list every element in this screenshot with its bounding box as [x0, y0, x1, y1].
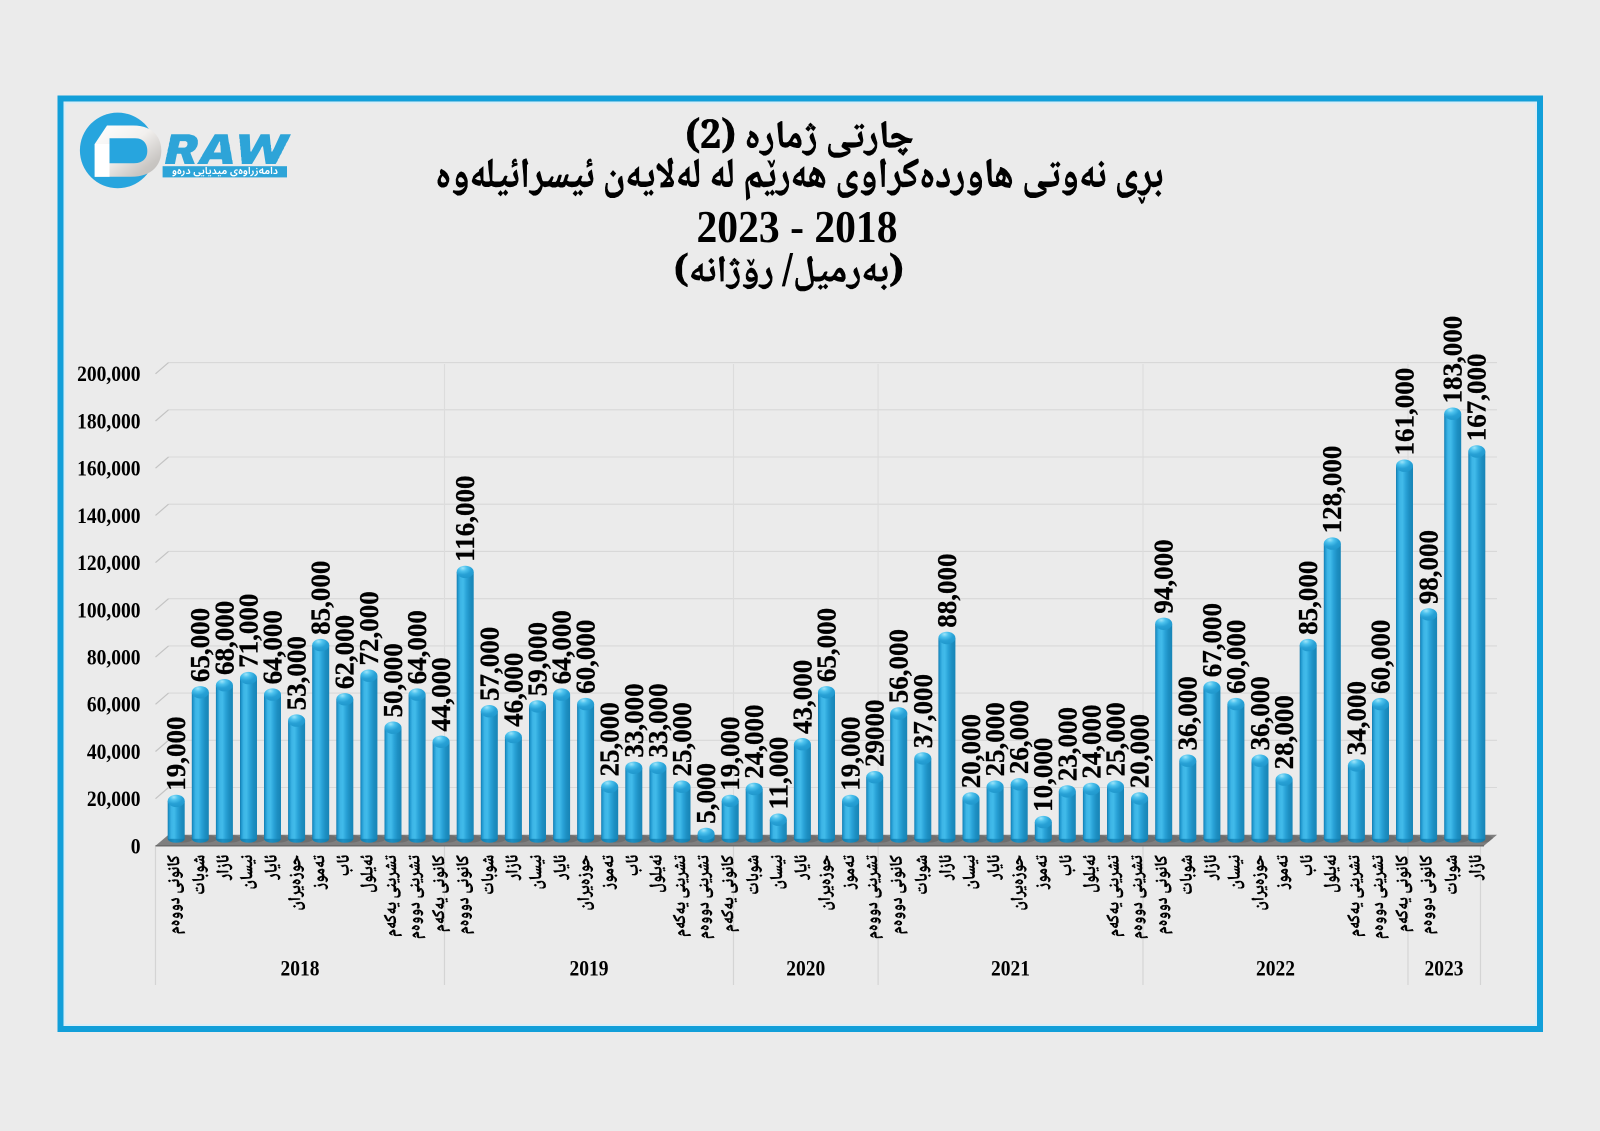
svg-text:25,000: 25,000	[980, 702, 1010, 776]
svg-text:64,000: 64,000	[547, 610, 577, 684]
svg-text:53,000: 53,000	[282, 636, 312, 710]
svg-text:19,000: 19,000	[161, 716, 191, 790]
svg-text:25,000: 25,000	[1101, 702, 1131, 776]
svg-text:183,000: 183,000	[1438, 316, 1468, 404]
svg-text:33,000: 33,000	[643, 683, 673, 757]
svg-text:65,000: 65,000	[811, 608, 841, 682]
svg-text:10,000: 10,000	[1028, 738, 1058, 812]
svg-text:140,000: 140,000	[77, 503, 140, 528]
svg-text:64,000: 64,000	[258, 610, 288, 684]
svg-text:44,000: 44,000	[426, 657, 456, 731]
svg-text:128,000: 128,000	[1317, 446, 1347, 534]
svg-text:160,000: 160,000	[77, 456, 140, 481]
svg-text:20,000: 20,000	[956, 714, 986, 788]
svg-text:120,000: 120,000	[77, 550, 140, 575]
svg-text:0: 0	[131, 833, 141, 858]
svg-text:46,000: 46,000	[498, 653, 528, 727]
svg-text:94,000: 94,000	[1149, 539, 1179, 613]
svg-text:25,000: 25,000	[667, 702, 697, 776]
svg-text:40,000: 40,000	[87, 739, 141, 764]
svg-text:60,000: 60,000	[1365, 620, 1395, 694]
svg-text:161,000: 161,000	[1390, 368, 1420, 456]
svg-text:72,000: 72,000	[354, 591, 384, 665]
svg-text:2023: 2023	[1425, 956, 1464, 981]
svg-text:85,000: 85,000	[306, 561, 336, 635]
svg-text:43,000: 43,000	[787, 660, 817, 734]
svg-text:34,000: 34,000	[1341, 681, 1371, 755]
svg-text:11,000: 11,000	[763, 737, 793, 810]
svg-text:2021: 2021	[991, 956, 1030, 981]
svg-text:57,000: 57,000	[474, 627, 504, 701]
svg-text:98,000: 98,000	[1414, 530, 1444, 604]
svg-text:80,000: 80,000	[87, 645, 141, 670]
svg-text:5,000: 5,000	[691, 763, 721, 824]
svg-text:25,000: 25,000	[595, 702, 625, 776]
svg-text:56,000: 56,000	[884, 629, 914, 703]
svg-text:2022: 2022	[1256, 956, 1295, 981]
svg-text:36,000: 36,000	[1245, 676, 1275, 750]
svg-text:64,000: 64,000	[402, 610, 432, 684]
svg-text:19,000: 19,000	[836, 716, 866, 790]
svg-text:88,000: 88,000	[932, 554, 962, 628]
svg-text:2018: 2018	[281, 956, 320, 981]
svg-text:67,000: 67,000	[1197, 603, 1227, 677]
svg-text:180,000: 180,000	[77, 408, 140, 433]
svg-text:116,000: 116,000	[450, 475, 480, 561]
svg-text:62,000: 62,000	[330, 615, 360, 689]
svg-text:28,000: 28,000	[1269, 695, 1299, 769]
svg-text:26,000: 26,000	[1004, 700, 1034, 774]
svg-text:71,000: 71,000	[233, 594, 263, 668]
svg-text:23,000: 23,000	[1052, 707, 1082, 781]
svg-text:37,000: 37,000	[908, 674, 938, 748]
svg-text:59,000: 59,000	[522, 622, 552, 696]
svg-text:60,000: 60,000	[571, 620, 601, 694]
svg-text:20,000: 20,000	[87, 786, 141, 811]
svg-text:36,000: 36,000	[1173, 676, 1203, 750]
svg-text:29000: 29000	[860, 700, 890, 768]
svg-text:200,000: 200,000	[77, 361, 140, 386]
svg-text:20,000: 20,000	[1125, 714, 1155, 788]
svg-text:167,000: 167,000	[1462, 354, 1492, 442]
svg-text:65,000: 65,000	[185, 608, 215, 682]
svg-text:100,000: 100,000	[77, 597, 140, 622]
svg-text:60,000: 60,000	[87, 692, 141, 717]
svg-text:24,000: 24,000	[1076, 705, 1106, 779]
svg-text:68,000: 68,000	[209, 601, 239, 675]
svg-text:85,000: 85,000	[1293, 561, 1323, 635]
svg-text:33,000: 33,000	[619, 683, 649, 757]
svg-text:2019: 2019	[570, 956, 609, 981]
svg-text:50,000: 50,000	[378, 643, 408, 717]
svg-text:19,000: 19,000	[715, 716, 745, 790]
svg-text:2020: 2020	[786, 956, 825, 981]
svg-text:2023 - 2018: 2023 - 2018	[697, 202, 898, 252]
svg-text:24,000: 24,000	[739, 705, 769, 779]
svg-text:60,000: 60,000	[1221, 620, 1251, 694]
